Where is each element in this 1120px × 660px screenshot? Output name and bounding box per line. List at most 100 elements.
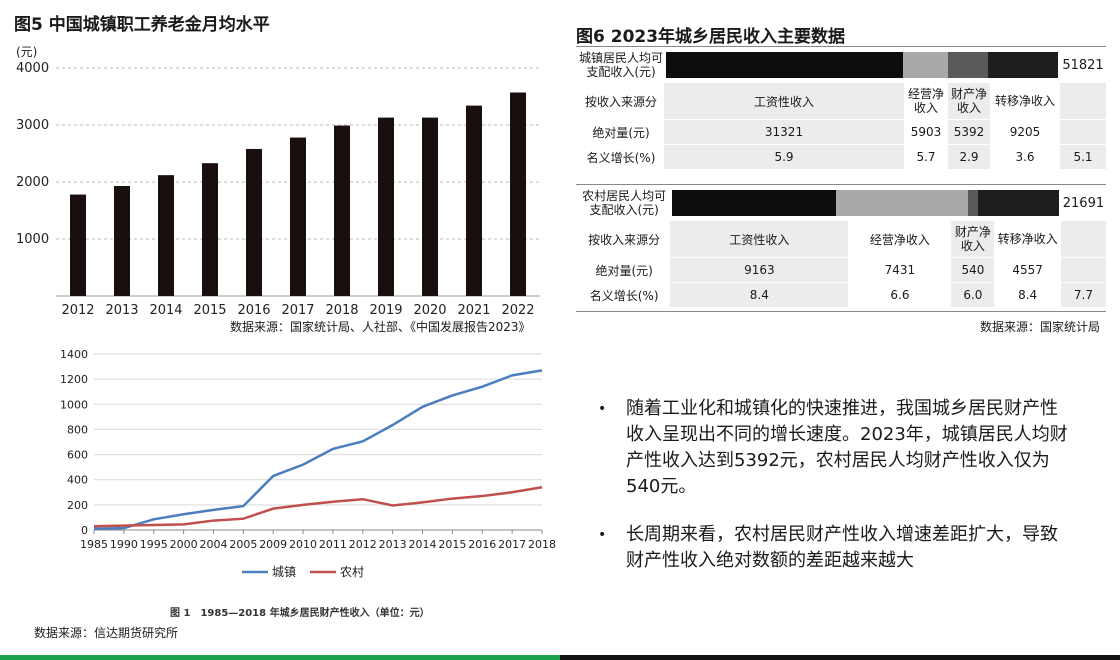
bar-segment-2 (947, 52, 989, 78)
x-tick-label: 1990 (110, 538, 138, 551)
bar-2018 (334, 125, 350, 296)
urban-total: 51821 (1060, 48, 1106, 83)
x-tick-label: 2016 (468, 538, 496, 551)
line-fig-source: 数据来源：信达期货研究所 (34, 626, 179, 640)
urban-row-label-source: 按收入来源分 (578, 82, 664, 120)
x-tick-label: 2000 (170, 538, 198, 551)
rural-income-table: 农村居民人均可支配收入(元) 21691 按收入来源分 工资性收入 经营净收入 … (578, 186, 1106, 308)
summary-bullets: • 随着工业化和城镇化的快速推进，我国城乡居民财产性收入呈现出不同的增长速度。2… (598, 396, 1068, 596)
y-tick-label: 0 (81, 524, 88, 537)
urban-label: 城镇居民人均可支配收入(元) (578, 48, 664, 83)
rural-growth-wage: 8.4 (670, 282, 849, 308)
y-tick-label: 1400 (60, 348, 88, 361)
urban-col-property: 财产净收入 (948, 82, 990, 120)
urban-growth-business: 5.7 (904, 144, 948, 170)
x-tick-label: 1995 (140, 538, 168, 551)
x-tick-label: 2018 (528, 538, 556, 551)
legend-label: 城镇 (272, 565, 296, 579)
rural-amount-property: 540 (951, 257, 995, 283)
urban-row-label-amount: 绝对量(元) (578, 119, 664, 145)
y-tick-label: 3000 (16, 118, 49, 133)
bullet-dot: • (598, 527, 607, 543)
bar-segment-1 (835, 190, 969, 216)
bar-2013 (114, 185, 130, 296)
urban-amount-transfer: 9205 (990, 119, 1060, 145)
bar-2015 (202, 163, 218, 296)
x-tick-label: 2021 (457, 303, 490, 318)
urban-growth-transfer: 3.6 (990, 144, 1060, 170)
x-tick-label: 2014 (149, 303, 182, 318)
urban-amount-business: 5903 (904, 119, 948, 145)
x-tick-label: 2022 (501, 303, 534, 318)
bar-2016 (246, 148, 262, 296)
rural-row-label-amount: 绝对量(元) (578, 257, 671, 283)
urban-growth-wage: 5.9 (664, 144, 904, 170)
urban-col-business: 经营净收入 (904, 82, 948, 120)
rural-col-property: 财产净收入 (951, 220, 995, 258)
rural-col-business: 经营净收入 (848, 220, 952, 258)
x-tick-label: 2016 (237, 303, 270, 318)
rural-growth-business: 6.6 (848, 282, 952, 308)
footer-stripe (0, 655, 1120, 660)
bar-2022 (510, 92, 526, 296)
x-tick-label: 1985 (80, 538, 108, 551)
bar-2019 (378, 117, 394, 296)
rural-amount-wage: 9163 (670, 257, 849, 283)
bar-segment-2 (968, 190, 978, 216)
bar-2012 (70, 194, 86, 296)
bar-2014 (158, 175, 174, 296)
x-tick-label: 2012 (61, 303, 94, 318)
bullet-text: 长周期来看，农村居民财产性收入增速差距扩大，导致财产性收入绝对数额的差距越来越大 (626, 524, 1058, 571)
bar-2021 (466, 105, 482, 297)
y-tick-label: 1000 (16, 232, 49, 247)
rural-growth-property: 6.0 (951, 282, 995, 308)
x-tick-label: 2004 (199, 538, 227, 551)
y-tick-label: 2000 (16, 175, 49, 190)
bar-segment-0 (672, 190, 836, 216)
x-tick-label: 2020 (413, 303, 446, 318)
bar-segment-3 (977, 190, 1059, 216)
urban-row-label-growth: 名义增长(%) (578, 144, 664, 170)
urban-amount-property: 5392 (948, 119, 990, 145)
series-line-0 (93, 369, 543, 530)
pension-bar-chart: (元) 1000 2000 3000 4000 2012 2013 2014 2015 2016 2… (16, 45, 540, 318)
rural-growth-transfer: 8.4 (994, 282, 1061, 308)
x-tick-label: 2005 (229, 538, 257, 551)
rural-total: 21691 (1060, 186, 1106, 221)
rural-row-label-source: 按收入来源分 (578, 220, 671, 258)
fig6-top-rule (576, 46, 1106, 47)
x-tick-label: 2015 (193, 303, 226, 318)
x-tick-label: 2013 (105, 303, 138, 318)
rural-amount-business: 7431 (848, 257, 952, 283)
y-tick-label: 200 (67, 499, 88, 512)
series-line-1 (93, 486, 543, 528)
rural-label: 农村居民人均可支配收入(元) (578, 186, 671, 221)
x-tick-label: 2011 (319, 538, 347, 551)
rural-col-wage: 工资性收入 (670, 220, 849, 258)
fig6-mid-rule (576, 184, 1106, 185)
bullet-dot: • (598, 401, 607, 417)
urban-col-wage: 工资性收入 (664, 82, 904, 120)
fig6-bottom-rule (576, 311, 1106, 312)
rural-row-label-growth: 名义增长(%) (578, 282, 671, 308)
y-tick-label: 1000 (60, 398, 88, 411)
bar-segment-1 (902, 52, 948, 78)
x-tick-label: 2019 (369, 303, 402, 318)
bullet-text: 随着工业化和城镇化的快速推进，我国城乡居民财产性收入呈现出不同的增长速度。202… (626, 398, 1068, 497)
urban-amount-wage: 31321 (664, 119, 904, 145)
x-tick-label: 2012 (349, 538, 377, 551)
bar-2020 (422, 117, 438, 296)
x-tick-label: 2014 (409, 538, 437, 551)
x-tick-label: 2018 (325, 303, 358, 318)
urban-col-transfer: 转移净收入 (990, 82, 1060, 120)
x-tick-label: 2015 (438, 538, 466, 551)
fig6-source: 数据来源：国家统计局 (980, 320, 1101, 334)
x-tick-label: 2017 (498, 538, 526, 551)
bullet-item: • 长周期来看，农村居民财产性收入增速差距扩大，导致财产性收入绝对数额的差距越来… (598, 522, 1068, 574)
fig6-title: 图6 2023年城乡居民收入主要数据 (576, 27, 846, 47)
y-tick-label: 1200 (60, 373, 88, 386)
urban-growth-total: 5.1 (1060, 144, 1106, 170)
bar-segment-3 (988, 52, 1058, 78)
line-fig-caption: 图 1 1985—2018 年城乡居民财产性收入（单位：元） (170, 608, 430, 619)
bar-segment-0 (666, 52, 903, 78)
